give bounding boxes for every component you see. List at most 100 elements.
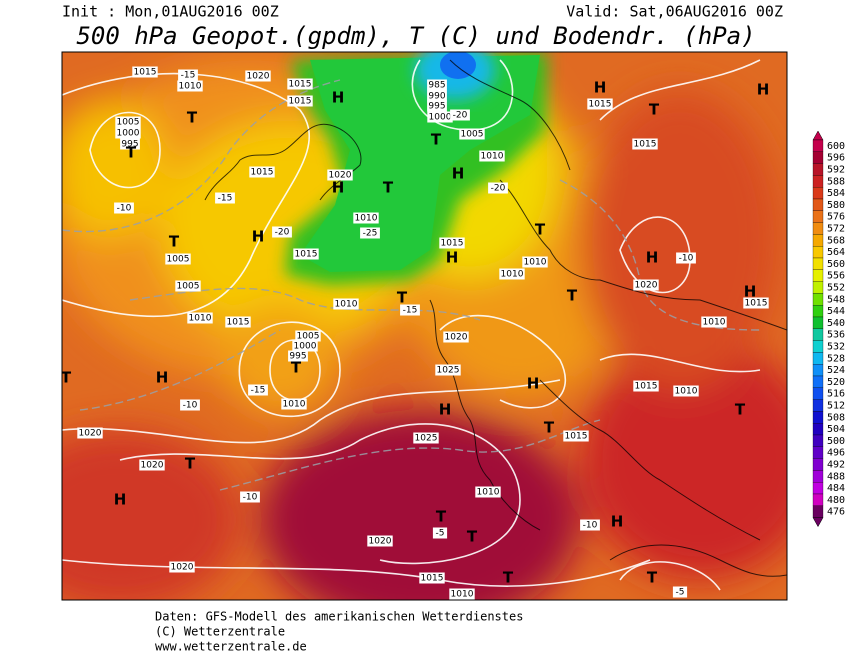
temperature-label: -10 [679, 254, 694, 264]
legend-swatch [812, 482, 824, 495]
isobar-label-box [673, 385, 699, 397]
isobar-label-box [367, 535, 393, 547]
temperature-label-box [272, 226, 292, 238]
isobar-label: 1015 [634, 140, 657, 150]
isobar-label-box [132, 66, 158, 78]
temperature-label: -20 [453, 111, 468, 121]
isobar-label-box [175, 280, 201, 292]
isobar-label-box [459, 128, 485, 140]
isobar-label-box [245, 70, 271, 82]
legend-label: 536 [827, 330, 845, 341]
pressure-center: H [332, 179, 345, 197]
pressure-center: T [383, 179, 394, 197]
legend-swatch [812, 198, 824, 211]
isobar-label: 1010 [179, 82, 202, 92]
isobar-label: 1010 [524, 258, 547, 268]
isobar-label-box [449, 588, 475, 600]
isobar-label: 1010 [501, 270, 524, 280]
footer-copyright: (C) Wetterzentrale [155, 625, 285, 639]
pressure-center: T [649, 101, 660, 119]
legend-swatch [812, 163, 824, 176]
isobar-label-box [419, 572, 445, 584]
pressure-center: H [114, 491, 127, 509]
isobar-label-box [587, 98, 613, 110]
legend-swatch [812, 387, 824, 400]
pressure-center: T [185, 455, 196, 473]
pressure-center: T [397, 289, 408, 307]
isobar-label-box [633, 279, 659, 291]
legend-label: 576 [827, 212, 845, 223]
pressure-center: H [611, 513, 624, 531]
legend-label: 516 [827, 389, 845, 400]
isobar-label: 1025 [437, 366, 460, 376]
legend-label: 488 [827, 471, 845, 482]
legend-label: 596 [827, 153, 845, 164]
init-time: Init : Mon,01AUG2016 00Z [62, 3, 279, 21]
legend-label: 600 [827, 141, 845, 152]
legend-label: 588 [827, 176, 845, 187]
isobar-label-box [427, 100, 447, 112]
pressure-center: T [567, 287, 578, 305]
isobar-label: 1005 [167, 255, 190, 265]
isobar-label-box [77, 427, 103, 439]
isobar-label: 1020 [171, 563, 194, 573]
pressure-center: H [594, 79, 607, 97]
isobar-label: 1010 [481, 152, 504, 162]
legend-swatch [812, 423, 824, 436]
pressure-center: T [544, 419, 555, 437]
legend-swatch [812, 222, 824, 235]
isobar-label-box [177, 80, 203, 92]
legend-label: 592 [827, 165, 845, 176]
isobar-label: 1010 [451, 590, 474, 600]
pressure-center: H [744, 283, 757, 301]
isobar-label: 1000 [294, 342, 317, 352]
legend-swatch [812, 269, 824, 282]
temperature-label: -10 [583, 521, 598, 531]
pressure-center: T [61, 369, 72, 387]
temperature-label: -15 [403, 306, 418, 316]
legend-swatch [812, 493, 824, 506]
isobar-label-box [499, 268, 525, 280]
temperature-label: -15 [181, 71, 196, 81]
isobar-label-box [443, 331, 469, 343]
pressure-center: T [503, 569, 514, 587]
isobar-label-box [287, 78, 313, 90]
legend-label: 500 [827, 436, 845, 447]
legend-swatch [812, 375, 824, 388]
isobar-label: 1015 [565, 432, 588, 442]
map-area: 1015101010051000995102010151015985990995… [61, 52, 787, 600]
temperature-label-box [432, 527, 448, 539]
isobar-label: 1020 [79, 429, 102, 439]
isobar-label: 1015 [295, 250, 318, 260]
temperature-label: -15 [251, 386, 266, 396]
pressure-center: T [535, 221, 546, 239]
pressure-center: H [452, 165, 465, 183]
isobar-label-box [249, 166, 275, 178]
isobar-label: 1010 [335, 300, 358, 310]
isobar-label: 1015 [635, 382, 658, 392]
isobar-label: 1020 [329, 171, 352, 181]
legend-swatch [812, 151, 824, 164]
legend-label: 560 [827, 259, 845, 270]
temperature-label-box [450, 109, 470, 121]
isobar-label-box [165, 253, 191, 265]
legend-label: 556 [827, 271, 845, 282]
temperature-label: -20 [275, 228, 290, 238]
isobar-label: 985 [428, 81, 445, 91]
isobar-label: 1020 [635, 281, 658, 291]
temperature-label: -5 [676, 588, 685, 598]
pressure-center: T [735, 401, 746, 419]
temperature-label: -25 [363, 229, 378, 239]
isobar-label: 1015 [589, 100, 612, 110]
isobar-label: 1000 [117, 129, 140, 139]
legend-label: 572 [827, 224, 845, 235]
isobar-label-box [292, 340, 318, 352]
legend-swatch [812, 246, 824, 259]
legend-swatch [812, 293, 824, 306]
temperature-label-box [178, 69, 198, 81]
isobar-label-box [439, 237, 465, 249]
isobar-label-box [427, 111, 453, 123]
temperature-label-box [215, 192, 235, 204]
legend-swatch [812, 399, 824, 412]
footer-source: Daten: GFS-Modell des amerikanischen Wet… [155, 610, 523, 624]
